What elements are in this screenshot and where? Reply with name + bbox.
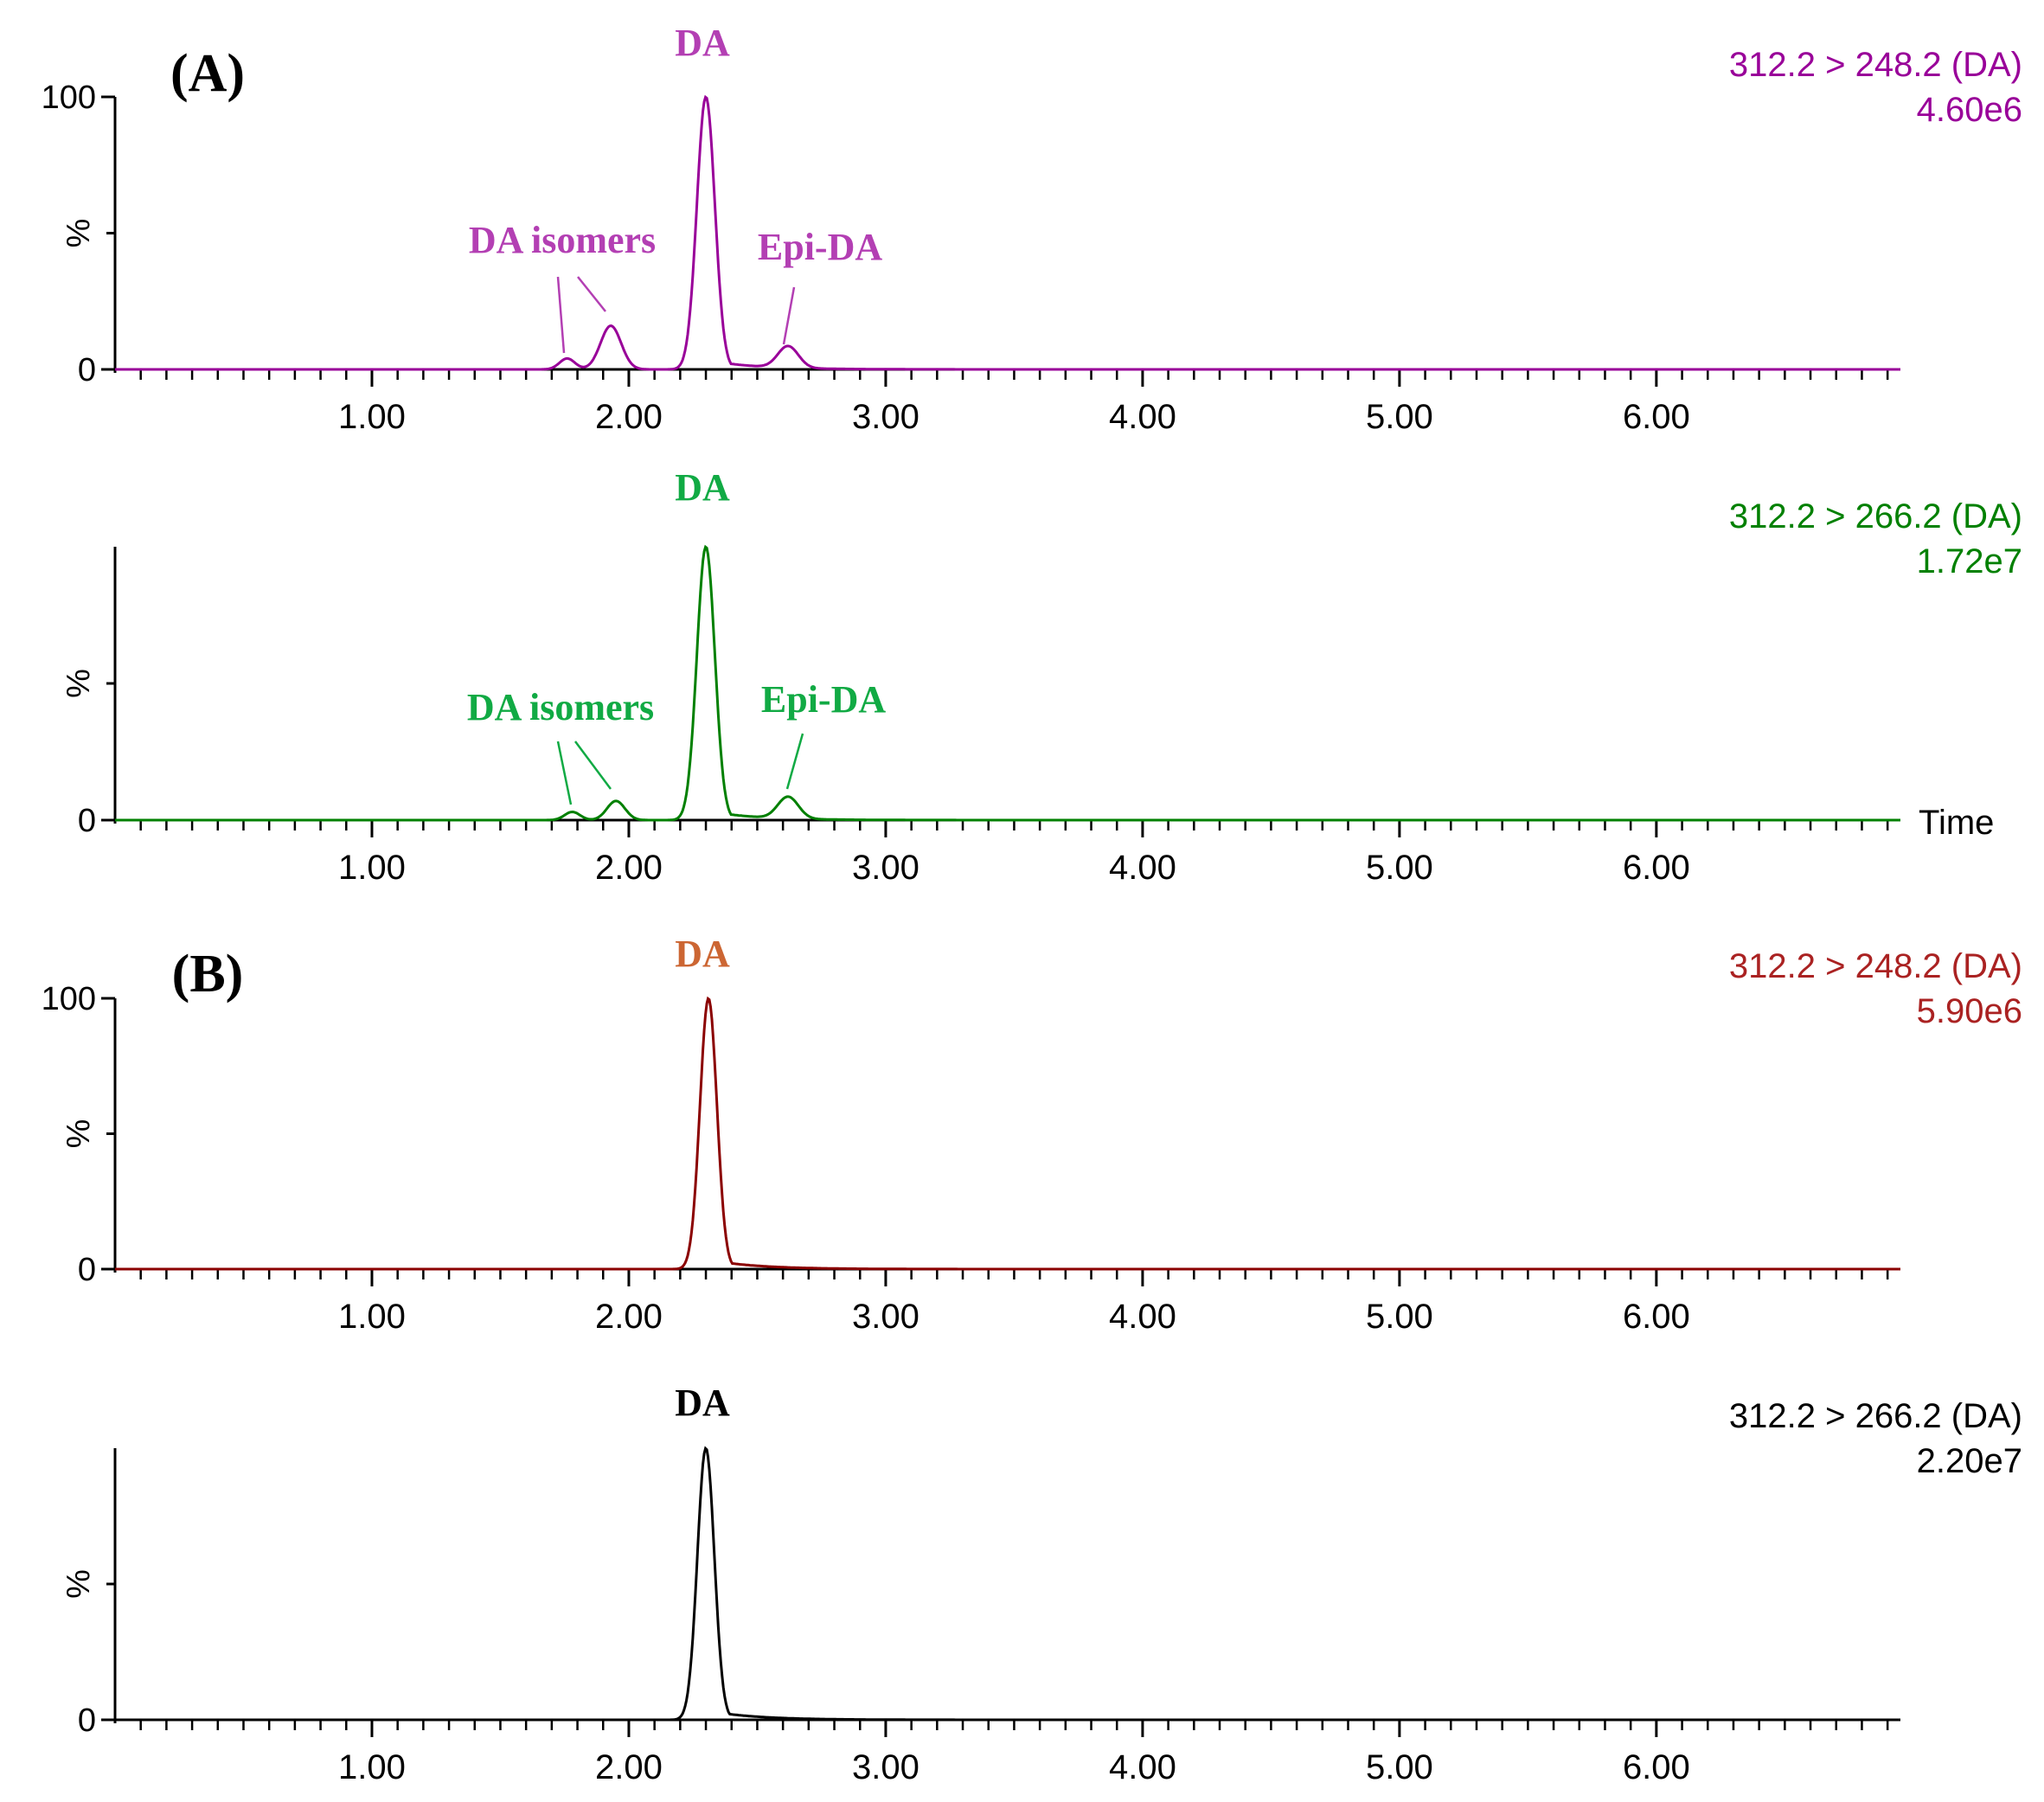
y-tick-label: 0 (78, 352, 96, 388)
y-tick-label: 0 (78, 1252, 96, 1288)
x-tick-label: 1.00 (338, 849, 406, 887)
trace-label: 312.2 > 248.2 (DA) (1729, 947, 2022, 985)
x-tick-label: 6.00 (1623, 398, 1690, 436)
peak-annotation: DA isomers (469, 219, 656, 261)
x-tick-label: 3.00 (852, 1748, 919, 1786)
y-tick-label: 0 (78, 803, 96, 839)
x-tick-label: 5.00 (1366, 1298, 1433, 1336)
x-tick-label: 2.00 (595, 1298, 663, 1336)
chromatogram-panel-1: 100 0% 1.00 2.00 3.00 4.00 5.00 6.00 312.2 > 248… (42, 22, 2022, 436)
annotation-leader-line (782, 286, 796, 345)
peak-annotation: DA (675, 1382, 730, 1424)
trace-label: 312.2 > 248.2 (DA) (1729, 46, 2022, 84)
panel-label: (B) (172, 945, 244, 1004)
y-axis-label: % (61, 1119, 97, 1149)
chromatogram-panel-4: 0% 1.00 2.00 3.00 4.00 5.00 6.00 312.2 > 266.2 … (61, 1382, 2022, 1786)
x-tick-label: 4.00 (1109, 398, 1176, 436)
intensity-label: 4.60e6 (1917, 91, 2022, 129)
y-axis-label: % (61, 1569, 97, 1599)
peak-annotation: DA (675, 933, 730, 975)
trace-line (115, 544, 1900, 822)
intensity-label: 2.20e7 (1917, 1442, 2022, 1480)
y-tick-label: 100 (42, 80, 96, 116)
y-axis-label: % (61, 219, 97, 248)
x-tick-label: 6.00 (1623, 1748, 1690, 1786)
peak-annotation: DA (675, 466, 730, 509)
chromatogram-panel-3: 100 0% 1.00 2.00 3.00 4.00 5.00 6.00 312.2 > 248… (42, 933, 2022, 1336)
x-tick-label: 4.00 (1109, 849, 1176, 887)
y-tick-label: 100 (42, 981, 96, 1017)
annotation-leader-line (785, 733, 804, 790)
peak-annotation: Epi-DA (758, 226, 882, 268)
x-tick-label: 5.00 (1366, 849, 1433, 887)
y-axis-label: % (61, 669, 97, 698)
x-tick-label: 3.00 (852, 398, 919, 436)
x-tick-label: 6.00 (1623, 1298, 1690, 1336)
x-tick-label: 1.00 (338, 1298, 406, 1336)
x-tick-label: 5.00 (1366, 398, 1433, 436)
x-tick-label: 4.00 (1109, 1748, 1176, 1786)
x-axis-label: Time (1919, 804, 1994, 842)
x-tick-label: 1.00 (338, 1748, 406, 1786)
x-tick-label: 6.00 (1623, 849, 1690, 887)
annotation-leader-line (556, 741, 573, 805)
chromatogram-panel-2: 0% 1.00 2.00 3.00 4.00 5.00 6.00 Time 312.2 > 26… (61, 466, 2022, 887)
annotation-leader-line (556, 276, 566, 354)
intensity-label: 1.72e7 (1917, 542, 2022, 580)
trace-line (115, 94, 1900, 371)
intensity-label: 5.90e6 (1917, 992, 2022, 1030)
annotation-leader-line (577, 276, 606, 312)
x-tick-label: 2.00 (595, 398, 663, 436)
x-tick-label: 1.00 (338, 398, 406, 436)
x-tick-label: 3.00 (852, 1298, 919, 1336)
y-tick-label: 0 (78, 1703, 96, 1739)
panel-label: (A) (170, 44, 245, 103)
annotation-leader-line (573, 741, 612, 790)
x-tick-label: 2.00 (595, 1748, 663, 1786)
peak-annotation: DA isomers (467, 686, 654, 728)
trace-label: 312.2 > 266.2 (DA) (1729, 1397, 2022, 1435)
peak-annotation: DA (675, 22, 730, 64)
x-tick-label: 3.00 (852, 849, 919, 887)
x-tick-label: 2.00 (595, 849, 663, 887)
trace-line (115, 1446, 1900, 1722)
peak-annotation: Epi-DA (761, 678, 886, 721)
trace-line (115, 996, 1900, 1271)
trace-label: 312.2 > 266.2 (DA) (1729, 497, 2022, 535)
x-tick-label: 5.00 (1366, 1748, 1433, 1786)
x-tick-label: 4.00 (1109, 1298, 1176, 1336)
